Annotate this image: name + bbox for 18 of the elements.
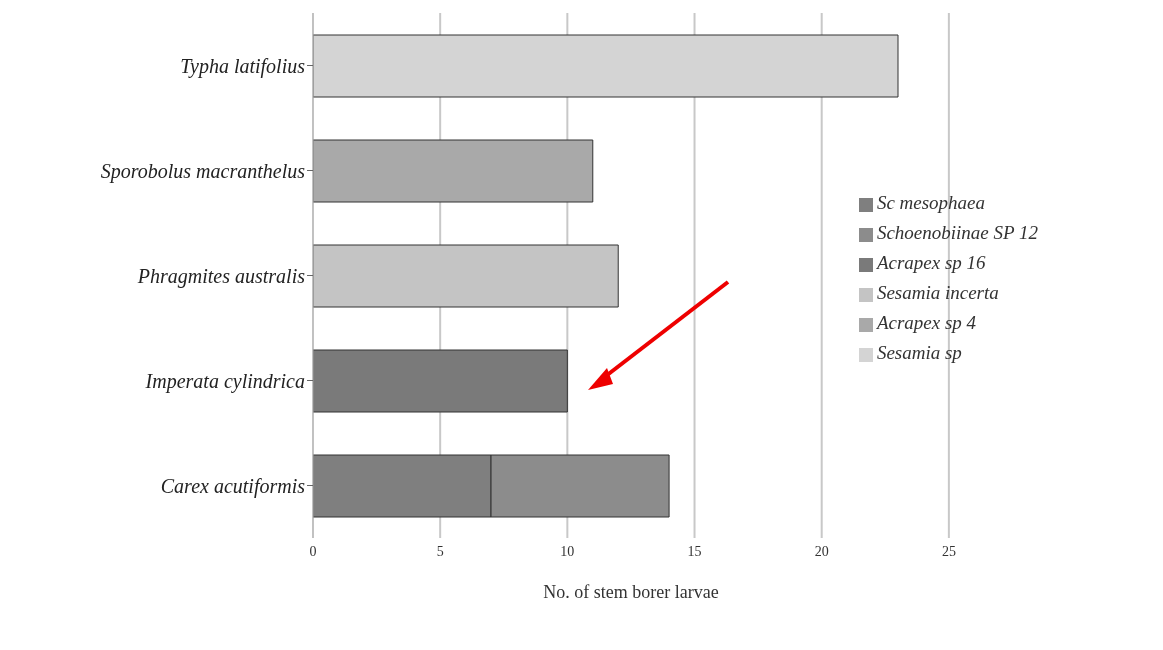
x-axis-title: No. of stem borer larvae: [543, 582, 719, 602]
y-tick-label: Phragmites australis: [136, 264, 306, 288]
x-tick-label: 0: [309, 543, 317, 559]
x-tick-label: 15: [687, 543, 702, 559]
x-tick-label: 25: [941, 543, 956, 559]
x-tick-label: 5: [436, 543, 444, 559]
y-tick-label: Carex acutiformis: [160, 474, 306, 498]
legend-label: Schoenobiinae SP 12: [876, 222, 1038, 243]
y-tick-label: Sporobolus macranthelus: [100, 159, 306, 183]
legend-label: Acrapex sp 4: [876, 312, 977, 333]
x-tick-label: 10: [560, 543, 575, 559]
legend-label: Sesamia sp: [876, 342, 962, 363]
y-tick-label: Typha latifolius: [180, 54, 306, 78]
x-tick-label: 20: [814, 543, 829, 559]
legend-label: Sc mesophaea: [876, 192, 986, 213]
legend-label: Acrapex sp 16: [876, 252, 986, 273]
legend-label: Sesamia incerta: [876, 282, 999, 303]
y-tick-label: Imperata cylindrica: [144, 369, 305, 393]
